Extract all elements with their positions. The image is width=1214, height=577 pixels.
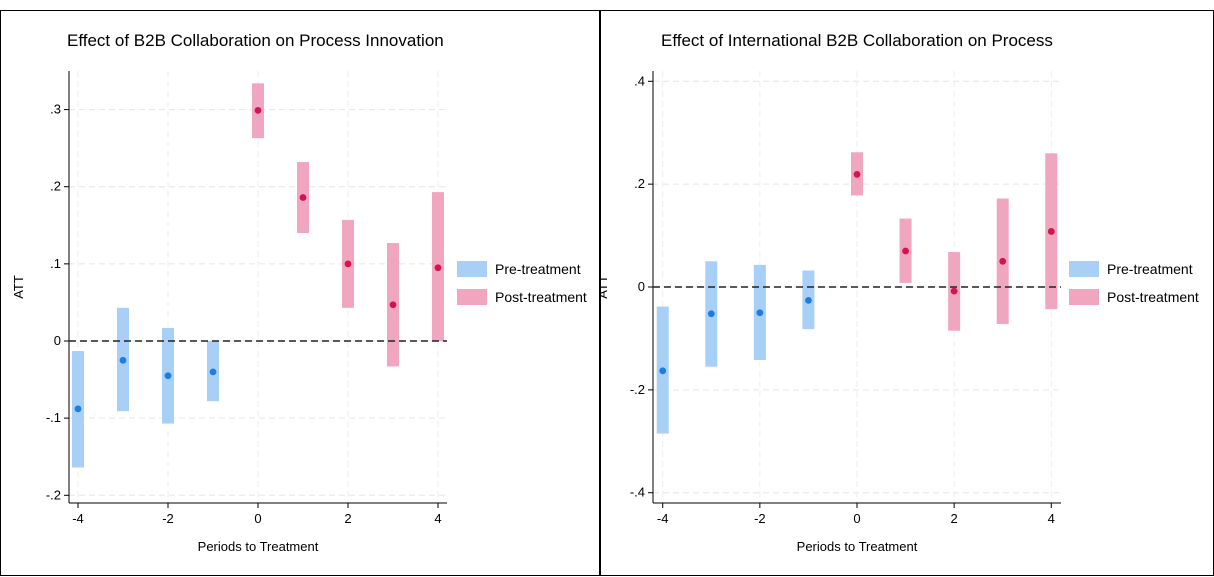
x-tick-label: 0 <box>853 511 860 526</box>
x-tick-label: 4 <box>1048 511 1055 526</box>
y-tick-label: -.2 <box>46 487 61 502</box>
y-tick-label: -.1 <box>46 410 61 425</box>
point-pre <box>74 405 82 413</box>
x-tick-label: -4 <box>657 511 669 526</box>
point-pre <box>756 309 764 317</box>
point-post <box>853 170 861 178</box>
y-tick-label: 0 <box>54 333 61 348</box>
point-pre <box>659 367 667 375</box>
y-tick-label: 0 <box>638 279 645 294</box>
y-tick-label: -.2 <box>630 382 645 397</box>
legend-label: Post-treatment <box>1107 289 1199 305</box>
point-pre <box>209 368 217 376</box>
y-tick-label: .2 <box>50 179 61 194</box>
point-pre <box>164 372 172 380</box>
y-tick-label: -.4 <box>630 485 645 500</box>
point-pre <box>707 310 715 318</box>
y-tick-label: .2 <box>634 176 645 191</box>
point-post <box>254 106 262 114</box>
chart-plot: -.2 -.1 0 .1 .2 .3 -4 -2 0 2 4 Periods to Treatment… <box>11 71 587 554</box>
point-post <box>902 247 909 255</box>
point-post <box>344 260 352 268</box>
x-tick-label: 0 <box>254 511 261 526</box>
y-tick-label: .4 <box>634 73 645 88</box>
point-pre <box>805 296 812 304</box>
legend-swatch <box>457 261 487 277</box>
chart-plot: -.4 -.2 0 .2 .4 -4 -2 0 2 4 Periods to Treatment AT… <box>601 71 1199 554</box>
x-tick-label: 2 <box>951 511 958 526</box>
point-post <box>1047 228 1055 235</box>
legend-label: Pre-treatment <box>495 261 581 277</box>
y-axis-title: ATT <box>11 275 26 299</box>
x-axis-title: Periods to Treatment <box>198 539 319 554</box>
point-post <box>299 194 307 201</box>
chart-panel-right: Effect of International B2B Collaboratio… <box>600 10 1214 576</box>
point-pre <box>119 356 127 364</box>
point-post <box>950 287 958 295</box>
x-tick-label: -2 <box>754 511 766 526</box>
point-post <box>999 257 1007 265</box>
y-tick-label: .1 <box>50 256 61 271</box>
point-post <box>434 264 442 272</box>
chart-panel-left: Effect of B2B Collaboration on Process I… <box>0 10 600 576</box>
point-post <box>389 301 397 309</box>
y-axis-title: ATT <box>601 275 610 299</box>
legend-swatch <box>1069 289 1099 305</box>
x-tick-label: -2 <box>162 511 174 526</box>
legend-label: Pre-treatment <box>1107 261 1193 277</box>
chart-title: Effect of B2B Collaboration on Process I… <box>67 31 444 50</box>
legend-swatch <box>1069 261 1099 277</box>
x-tick-label: -4 <box>72 511 84 526</box>
x-tick-label: 2 <box>344 511 351 526</box>
x-axis-title: Periods to Treatment <box>797 539 918 554</box>
x-tick-label: 4 <box>434 511 441 526</box>
chart-title: Effect of International B2B Collaboratio… <box>661 31 1053 50</box>
legend-label: Post-treatment <box>495 289 587 305</box>
y-tick-label: .3 <box>50 102 61 117</box>
legend-swatch <box>457 289 487 305</box>
